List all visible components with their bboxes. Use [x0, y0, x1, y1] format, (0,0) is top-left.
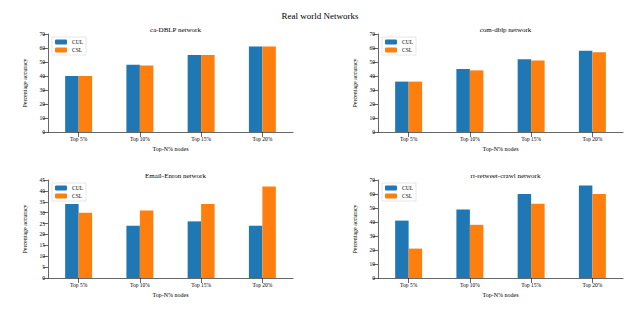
- svg-text:20: 20: [40, 101, 46, 107]
- svg-text:CSL: CSL: [402, 193, 413, 199]
- svg-text:Top 10%: Top 10%: [130, 136, 150, 142]
- svg-text:Top 20%: Top 20%: [252, 136, 272, 142]
- svg-text:70: 70: [370, 31, 376, 37]
- svg-text:30: 30: [40, 210, 46, 216]
- svg-text:10: 10: [40, 253, 46, 259]
- svg-text:10: 10: [40, 115, 46, 121]
- svg-text:CUL: CUL: [72, 185, 84, 191]
- svg-text:Top 20%: Top 20%: [252, 282, 272, 288]
- svg-text:15: 15: [40, 242, 46, 248]
- svg-text:30: 30: [370, 233, 376, 239]
- svg-text:40: 40: [370, 73, 376, 79]
- svg-text:Top 15%: Top 15%: [191, 136, 211, 142]
- svg-text:25: 25: [40, 221, 46, 227]
- svg-text:10: 10: [370, 115, 376, 121]
- svg-text:Top 15%: Top 15%: [521, 282, 541, 288]
- svg-text:CUL: CUL: [402, 185, 414, 191]
- svg-text:35: 35: [40, 199, 46, 205]
- svg-text:CSL: CSL: [72, 193, 83, 199]
- svg-text:70: 70: [40, 31, 46, 37]
- svg-text:Top 15%: Top 15%: [191, 282, 211, 288]
- svg-text:50: 50: [370, 205, 376, 211]
- svg-text:40: 40: [40, 73, 46, 79]
- svg-text:30: 30: [40, 87, 46, 93]
- svg-text:40: 40: [40, 188, 46, 194]
- svg-text:30: 30: [370, 87, 376, 93]
- svg-text:Top 10%: Top 10%: [130, 282, 150, 288]
- svg-text:CUL: CUL: [72, 39, 84, 45]
- svg-text:Top 20%: Top 20%: [582, 136, 602, 142]
- svg-text:50: 50: [40, 59, 46, 65]
- svg-text:70: 70: [370, 177, 376, 183]
- svg-text:CUL: CUL: [402, 39, 414, 45]
- svg-text:ca-DBLP network: ca-DBLP network: [150, 26, 201, 34]
- svg-text:0: 0: [372, 129, 375, 135]
- svg-text:20: 20: [40, 231, 46, 237]
- svg-text:CSL: CSL: [72, 47, 83, 53]
- svg-text:50: 50: [370, 59, 376, 65]
- svg-text:rt-retweet-crawl network: rt-retweet-crawl network: [471, 172, 541, 180]
- svg-text:40: 40: [370, 219, 376, 225]
- svg-text:60: 60: [40, 45, 46, 51]
- svg-text:20: 20: [370, 101, 376, 107]
- svg-text:0: 0: [42, 275, 45, 281]
- svg-text:60: 60: [370, 191, 376, 197]
- svg-text:Top 5%: Top 5%: [400, 136, 418, 142]
- svg-text:Top-N% nodes: Top-N% nodes: [152, 146, 189, 152]
- svg-text:Percentage accuracy: Percentage accuracy: [22, 58, 28, 107]
- svg-text:5: 5: [42, 264, 45, 270]
- svg-text:60: 60: [370, 45, 376, 51]
- svg-text:Top 15%: Top 15%: [521, 136, 541, 142]
- svg-text:Top-N% nodes: Top-N% nodes: [482, 292, 519, 298]
- svg-text:Top 20%: Top 20%: [582, 282, 602, 288]
- svg-text:Top-N% nodes: Top-N% nodes: [152, 292, 189, 298]
- svg-text:Percentage accuracy: Percentage accuracy: [22, 204, 28, 253]
- svg-text:Top-N% nodes: Top-N% nodes: [482, 146, 519, 152]
- svg-text:10: 10: [370, 261, 376, 267]
- svg-text:Percentage accuracy: Percentage accuracy: [352, 58, 358, 107]
- svg-text:20: 20: [370, 247, 376, 253]
- svg-text:Percentage accuracy: Percentage accuracy: [352, 204, 358, 253]
- svg-text:0: 0: [42, 129, 45, 135]
- svg-text:Top 10%: Top 10%: [460, 282, 480, 288]
- svg-text:CSL: CSL: [402, 47, 413, 53]
- svg-text:Top 5%: Top 5%: [70, 136, 88, 142]
- svg-text:Top 5%: Top 5%: [400, 282, 418, 288]
- svg-text:Top 5%: Top 5%: [70, 282, 88, 288]
- svg-text:45: 45: [40, 177, 46, 183]
- svg-text:0: 0: [372, 275, 375, 281]
- svg-text:com-dblp network: com-dblp network: [480, 26, 532, 34]
- svg-text:Email-Enron network: Email-Enron network: [145, 172, 206, 180]
- svg-text:Real world Networks: Real world Networks: [282, 11, 359, 21]
- svg-text:Top 10%: Top 10%: [460, 136, 480, 142]
